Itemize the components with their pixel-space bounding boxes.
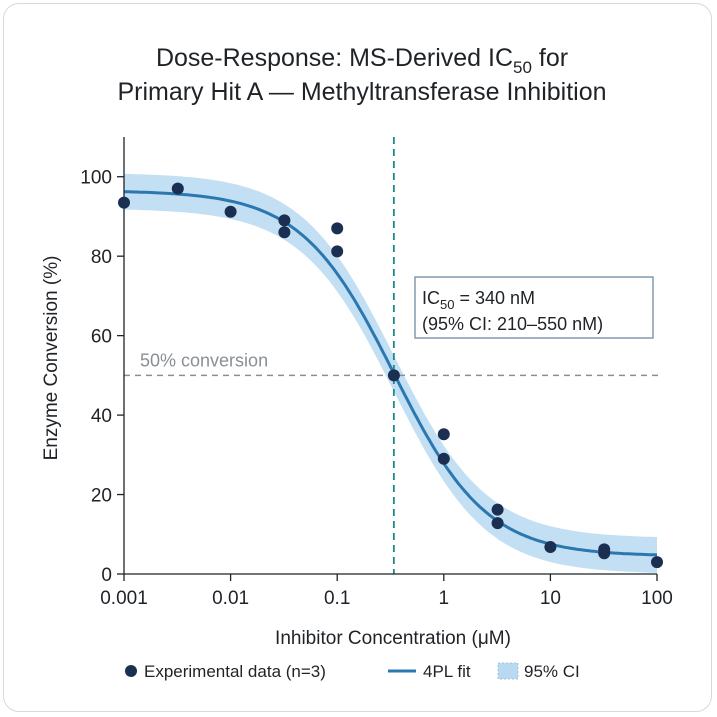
- data-point: [278, 214, 291, 227]
- chart-frame: Dose-Response: MS-Derived IC50 for Prima…: [3, 3, 712, 712]
- legend-marker-points: [125, 665, 137, 677]
- x-tick-label: 10: [540, 588, 561, 609]
- data-point: [171, 182, 184, 195]
- chart-title-line-1: Dose-Response: MS-Derived IC50 for: [156, 44, 568, 77]
- y-tick-label: 80: [91, 247, 112, 268]
- y-tick-label: 40: [91, 406, 112, 427]
- legend: Experimental data (n=3) 4PL fit 95% CI: [125, 662, 580, 681]
- data-point: [491, 503, 504, 516]
- ic50-annotation-box: [414, 276, 654, 339]
- y-tick-label: 0: [101, 565, 112, 586]
- y-tick-label: 100: [80, 168, 112, 189]
- x-tick-label: 1: [439, 588, 450, 609]
- x-axis-title: Inhibitor Concentration (μM): [275, 628, 511, 649]
- plot-area: 50% conversion 0 20 40 60 80 100 0.001 0.01 0.1 1 1…: [80, 137, 673, 609]
- data-point: [437, 428, 450, 441]
- ic50-annotation: IC50 = 340 nM (95% CI: 210–550 nM): [414, 276, 654, 339]
- y-tick-label: 20: [91, 486, 112, 507]
- data-point: [651, 556, 663, 569]
- y-tick-label: 60: [91, 327, 112, 348]
- y-axis-title: Enzyme Conversion (%): [41, 256, 62, 461]
- x-tick-label: 100: [641, 588, 673, 609]
- reference-line-label: 50% conversion: [140, 350, 268, 370]
- data-point: [224, 205, 237, 218]
- dose-response-chart: Dose-Response: MS-Derived IC50 for Prima…: [41, 44, 673, 681]
- data-point: [331, 222, 344, 235]
- data-point: [491, 517, 504, 530]
- data-point: [387, 369, 400, 382]
- x-tick-label: 0.01: [212, 588, 249, 609]
- legend-label-points: Experimental data (n=3): [144, 662, 326, 681]
- legend-label-fit: 4PL fit: [423, 662, 471, 681]
- data-point: [331, 245, 344, 258]
- fit-curve-4pl: [123, 190, 658, 557]
- x-tick-label: 0.1: [324, 588, 350, 609]
- data-point: [118, 196, 130, 209]
- legend-marker-ci: [497, 662, 519, 680]
- ic50-annotation-line-2: (95% CI: 210–550 nM): [422, 314, 603, 334]
- data-point: [544, 541, 557, 553]
- legend-label-ci: 95% CI: [524, 662, 580, 681]
- chart-title-line-2: Primary Hit A — Methyltransferase Inhibi…: [117, 78, 606, 106]
- ic50-annotation-line-1: IC50 = 340 nM: [422, 288, 535, 312]
- x-tick-label: 0.001: [100, 588, 148, 609]
- data-point: [437, 452, 450, 465]
- data-point: [278, 226, 291, 239]
- data-point: [598, 547, 611, 560]
